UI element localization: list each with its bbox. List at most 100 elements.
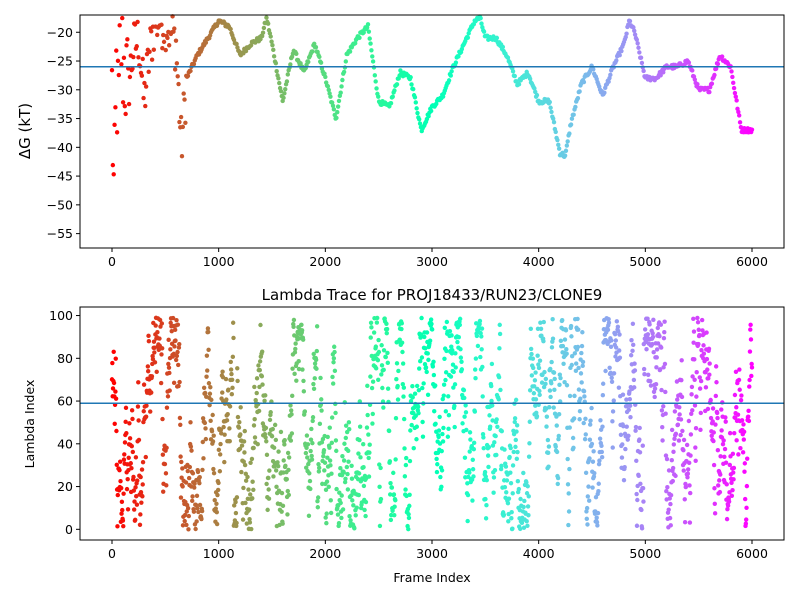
- lambda-point: [420, 385, 425, 391]
- lambda-point: [294, 378, 299, 383]
- lambda-point: [667, 515, 673, 521]
- delta-g-point: [602, 90, 607, 95]
- lambda-point: [159, 321, 165, 326]
- lambda-point: [564, 347, 569, 352]
- lambda-point: [356, 471, 362, 476]
- lambda-point: [724, 482, 729, 487]
- lambda-point: [504, 478, 510, 483]
- lambda-point: [463, 410, 469, 415]
- lambda-point: [696, 327, 701, 332]
- lambda-point: [590, 459, 596, 464]
- delta-g-point: [116, 72, 122, 78]
- lambda-point: [565, 456, 570, 462]
- lambda-point: [175, 322, 181, 327]
- lambda-point: [127, 436, 133, 441]
- lambda-point: [663, 453, 669, 458]
- lambda-point: [664, 456, 670, 462]
- lambda-point: [595, 523, 600, 528]
- lambda-point: [462, 395, 467, 401]
- lambda-point: [552, 387, 557, 393]
- lambda-point: [734, 405, 739, 410]
- lambda-point: [375, 357, 381, 363]
- lambda-point: [707, 372, 712, 377]
- lambda-point: [593, 494, 599, 500]
- lambda-point: [525, 523, 530, 528]
- lambda-point: [241, 485, 246, 491]
- lambda-point: [346, 420, 352, 425]
- lambda-point: [327, 445, 332, 450]
- delta-g-point: [179, 154, 185, 159]
- lambda-point: [132, 499, 137, 504]
- x-tick-label: 4000: [523, 254, 555, 269]
- delta-g-point: [719, 54, 725, 59]
- delta-g-point: [317, 54, 322, 60]
- lambda-point: [368, 320, 374, 325]
- lambda-point: [137, 522, 143, 527]
- delta-g-point: [390, 94, 395, 99]
- lambda-point: [164, 445, 169, 450]
- lambda-point: [562, 337, 568, 342]
- delta-g-point: [126, 101, 132, 107]
- delta-g-point: [268, 34, 273, 39]
- lambda-point: [343, 423, 349, 428]
- lambda-point: [311, 386, 317, 391]
- lambda-point: [605, 327, 611, 333]
- lambda-point: [733, 369, 739, 375]
- lambda-point: [567, 466, 572, 472]
- lambda-point: [321, 454, 326, 459]
- lambda-point: [240, 517, 246, 522]
- lambda-point: [576, 387, 582, 392]
- delta-g-point: [730, 74, 735, 80]
- lambda-point: [747, 377, 752, 383]
- lambda-point: [130, 416, 135, 422]
- lambda-point: [727, 490, 732, 495]
- lambda-point: [188, 444, 194, 449]
- lambda-point: [441, 382, 447, 387]
- lambda-point: [580, 330, 585, 335]
- lambda-point: [140, 494, 145, 499]
- lambda-point: [659, 387, 664, 393]
- lambda-point: [197, 480, 202, 486]
- lambda-point: [290, 366, 295, 371]
- lambda-point: [485, 453, 491, 458]
- lambda-point: [471, 474, 476, 479]
- lambda-point: [346, 448, 351, 453]
- lambda-point: [214, 501, 219, 506]
- lambda-point: [491, 475, 497, 480]
- lambda-point: [482, 469, 488, 475]
- lambda-point: [518, 526, 523, 532]
- lambda-point: [600, 381, 606, 386]
- lambda-point: [336, 520, 342, 526]
- lambda-point: [606, 320, 612, 325]
- lambda-point: [626, 407, 631, 413]
- lambda-point: [201, 385, 207, 390]
- lambda-point: [738, 446, 743, 451]
- lambda-point: [450, 362, 456, 367]
- lambda-point: [293, 346, 298, 352]
- lambda-point: [148, 409, 153, 414]
- delta-g-point: [141, 95, 146, 101]
- lambda-point: [256, 408, 262, 414]
- lambda-point: [196, 509, 201, 515]
- lambda-point: [662, 329, 667, 335]
- lambda-point: [249, 526, 254, 532]
- lambda-point: [233, 499, 238, 505]
- lambda-point: [560, 343, 566, 349]
- lambda-point: [231, 503, 237, 508]
- lambda-point: [508, 480, 514, 486]
- lambda-point: [544, 424, 549, 429]
- lambda-point: [714, 380, 719, 385]
- lambda-point: [521, 525, 527, 530]
- lambda-point: [123, 419, 128, 425]
- lambda-point: [316, 469, 322, 474]
- lambda-point: [691, 329, 697, 334]
- lambda-point: [490, 418, 495, 423]
- delta-g-point: [119, 62, 124, 67]
- lambda-point: [286, 467, 291, 473]
- lambda-point: [530, 356, 536, 361]
- lambda-point: [720, 400, 725, 405]
- lambda-point: [722, 446, 728, 452]
- lambda-point: [498, 466, 504, 472]
- lambda-point: [597, 458, 602, 463]
- lambda-point: [217, 469, 223, 474]
